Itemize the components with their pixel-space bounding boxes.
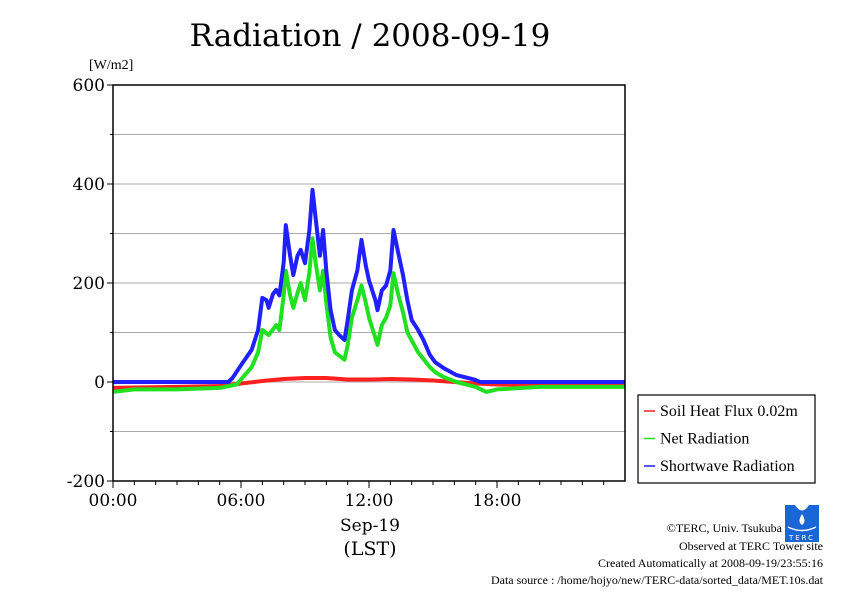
legend-label: Net Radiation: [660, 431, 749, 448]
created-text: Created Automatically at 2008-09-19/23:5…: [598, 556, 823, 570]
copyright: ©TERC, Univ. Tsukuba: [667, 521, 783, 535]
x-tick-label: 06:00: [217, 491, 266, 511]
legend-box: [637, 394, 816, 484]
legend-label: Soil Heat Flux 0.02m: [660, 403, 798, 420]
chart-title: Radiation / 2008-09-19: [190, 18, 551, 54]
legend: Soil Heat Flux 0.02m Net Radiation Shortwa…: [637, 394, 816, 484]
series-line-net-radiation: [112, 236, 625, 394]
footer: ©TERC, Univ. Tsukuba Observed at TERC To…: [491, 505, 824, 587]
x-tick-label: 12:00: [345, 491, 394, 511]
x-axis-unit: (LST): [343, 538, 396, 560]
series-group: [112, 187, 626, 394]
series-line-shortwave-radiation: [113, 187, 625, 384]
x-tick-label: 00:00: [89, 491, 138, 511]
y-tick-label: -200: [67, 472, 105, 492]
observed-text: Observed at TERC Tower site: [679, 539, 823, 553]
y-tick-label: 400: [73, 175, 105, 195]
y-axis-label: [W/m2]: [89, 58, 133, 73]
data-source: Data source : /home/hojyo/new/TERC-data/…: [491, 573, 824, 587]
terc-logo: TERC: [785, 505, 819, 542]
logo-text: TERC: [788, 534, 815, 542]
x-tick-label: 18:00: [473, 491, 522, 511]
x-axis-date: Sep-19: [340, 516, 400, 536]
y-tick-label: 600: [73, 76, 105, 96]
legend-label: Shortwave Radiation: [660, 458, 795, 475]
y-tick-label: 0: [94, 373, 105, 393]
y-tick-label: 200: [73, 274, 105, 294]
